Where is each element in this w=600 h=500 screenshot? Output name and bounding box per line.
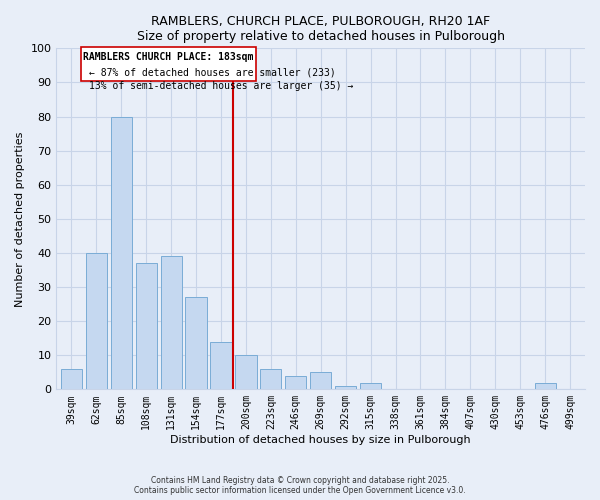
Text: 13% of semi-detached houses are larger (35) →: 13% of semi-detached houses are larger (… — [89, 80, 353, 90]
Bar — [260, 369, 281, 390]
Bar — [535, 382, 556, 390]
Bar — [86, 253, 107, 390]
Bar — [61, 369, 82, 390]
Bar — [211, 342, 232, 390]
Text: ← 87% of detached houses are smaller (233): ← 87% of detached houses are smaller (23… — [89, 67, 336, 77]
Bar — [161, 256, 182, 390]
Bar — [310, 372, 331, 390]
FancyBboxPatch shape — [81, 46, 256, 80]
Text: RAMBLERS CHURCH PLACE: 183sqm: RAMBLERS CHURCH PLACE: 183sqm — [83, 52, 254, 62]
Bar — [285, 376, 307, 390]
Bar — [110, 116, 132, 390]
Title: RAMBLERS, CHURCH PLACE, PULBOROUGH, RH20 1AF
Size of property relative to detach: RAMBLERS, CHURCH PLACE, PULBOROUGH, RH20… — [137, 15, 505, 43]
Text: Contains HM Land Registry data © Crown copyright and database right 2025.
Contai: Contains HM Land Registry data © Crown c… — [134, 476, 466, 495]
X-axis label: Distribution of detached houses by size in Pulborough: Distribution of detached houses by size … — [170, 435, 471, 445]
Y-axis label: Number of detached properties: Number of detached properties — [15, 131, 25, 306]
Bar — [136, 263, 157, 390]
Bar — [235, 355, 257, 390]
Bar — [185, 298, 206, 390]
Bar — [335, 386, 356, 390]
Bar — [360, 382, 381, 390]
